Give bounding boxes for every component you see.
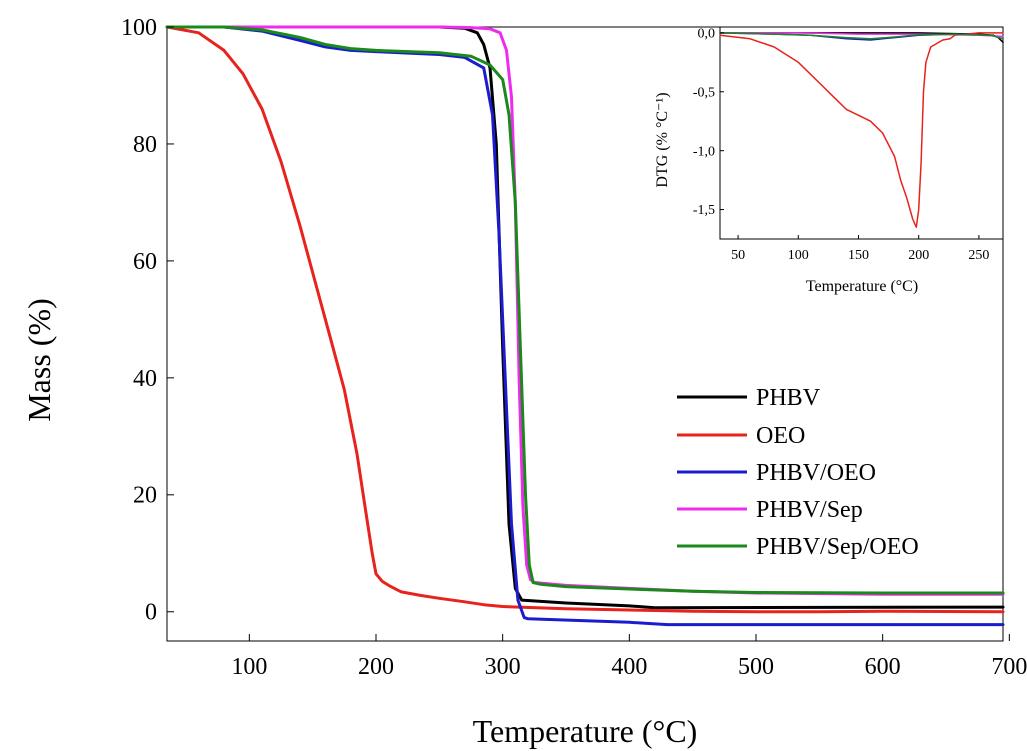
inset-y-tick-label: -1,5 — [693, 203, 715, 218]
legend-label-phbv-sep: PHBV/Sep — [756, 497, 863, 523]
main-chart: 100 200 300 400 500 600 700 0 20 40 60 80 100 Tempe… — [21, 15, 1027, 749]
legend: PHBV OEO PHBV/OEO PHBV/Sep PHBV/Sep/OEO — [677, 385, 919, 560]
main-x-tick-label: 700 — [991, 654, 1027, 680]
main-y-axis: 0 20 40 60 80 100 — [121, 15, 174, 626]
legend-label-phbv-sep-oeo: PHBV/Sep/OEO — [756, 534, 919, 560]
main-x-tick-label: 500 — [738, 654, 774, 680]
legend-label-oeo: OEO — [756, 423, 805, 449]
main-series-line-oeo — [165, 25, 1005, 614]
inset-y-tick-label: -1,0 — [693, 144, 715, 159]
main-series-line-phbv-sep-oeo — [165, 25, 1005, 595]
main-x-tick-label: 600 — [865, 654, 901, 680]
inset-x-axis: 50 100 150 200 250 — [731, 235, 989, 263]
inset-x-tick-label: 250 — [968, 248, 989, 263]
legend-label-phbv-oeo: PHBV/OEO — [756, 460, 876, 486]
main-x-tick-label: 100 — [231, 654, 267, 680]
inset-y-axis-label: DTG (% °C⁻¹) — [654, 92, 671, 187]
main-x-axis: 100 200 300 400 500 600 700 — [231, 634, 1027, 680]
legend-label-phbv: PHBV — [756, 385, 821, 411]
inset-chart: 50 100 150 200 250 0,0 -0,5 -1,0 -1,5 Temperatu… — [654, 26, 1004, 295]
main-x-axis-label: Temperature (°C) — [473, 713, 698, 749]
inset-x-tick-label: 100 — [788, 248, 809, 263]
inset-y-axis: 0,0 -0,5 -1,0 -1,5 — [693, 27, 724, 218]
inset-series-group — [719, 32, 1004, 228]
main-series-group — [165, 25, 1005, 627]
main-x-tick-label: 200 — [358, 654, 394, 680]
inset-x-tick-label: 50 — [731, 248, 745, 263]
inset-x-tick-label: 200 — [908, 248, 929, 263]
inset-x-axis-label: Temperature (°C) — [806, 278, 918, 295]
main-series-line-phbv-oeo — [165, 25, 1005, 627]
main-x-tick-label: 300 — [485, 654, 521, 680]
main-x-tick-label: 400 — [611, 654, 647, 680]
main-plot-frame — [166, 26, 1004, 642]
inset-plot-frame — [719, 26, 1004, 240]
main-y-tick-label: 20 — [133, 483, 157, 509]
main-y-axis-label: Mass (%) — [21, 298, 57, 422]
inset-x-tick-label: 150 — [848, 248, 869, 263]
main-y-tick-label: 100 — [121, 15, 157, 41]
inset-y-tick-label: 0,0 — [698, 27, 716, 42]
main-y-tick-label: 0 — [145, 600, 157, 626]
inset-y-tick-label: -0,5 — [693, 85, 715, 100]
inset-series-line-oeo — [719, 32, 1004, 228]
main-y-tick-label: 60 — [133, 249, 157, 275]
inset-series-line-phbv-sep-oeo — [719, 32, 1004, 40]
main-y-tick-label: 80 — [133, 132, 157, 158]
main-y-tick-label: 40 — [133, 366, 157, 392]
